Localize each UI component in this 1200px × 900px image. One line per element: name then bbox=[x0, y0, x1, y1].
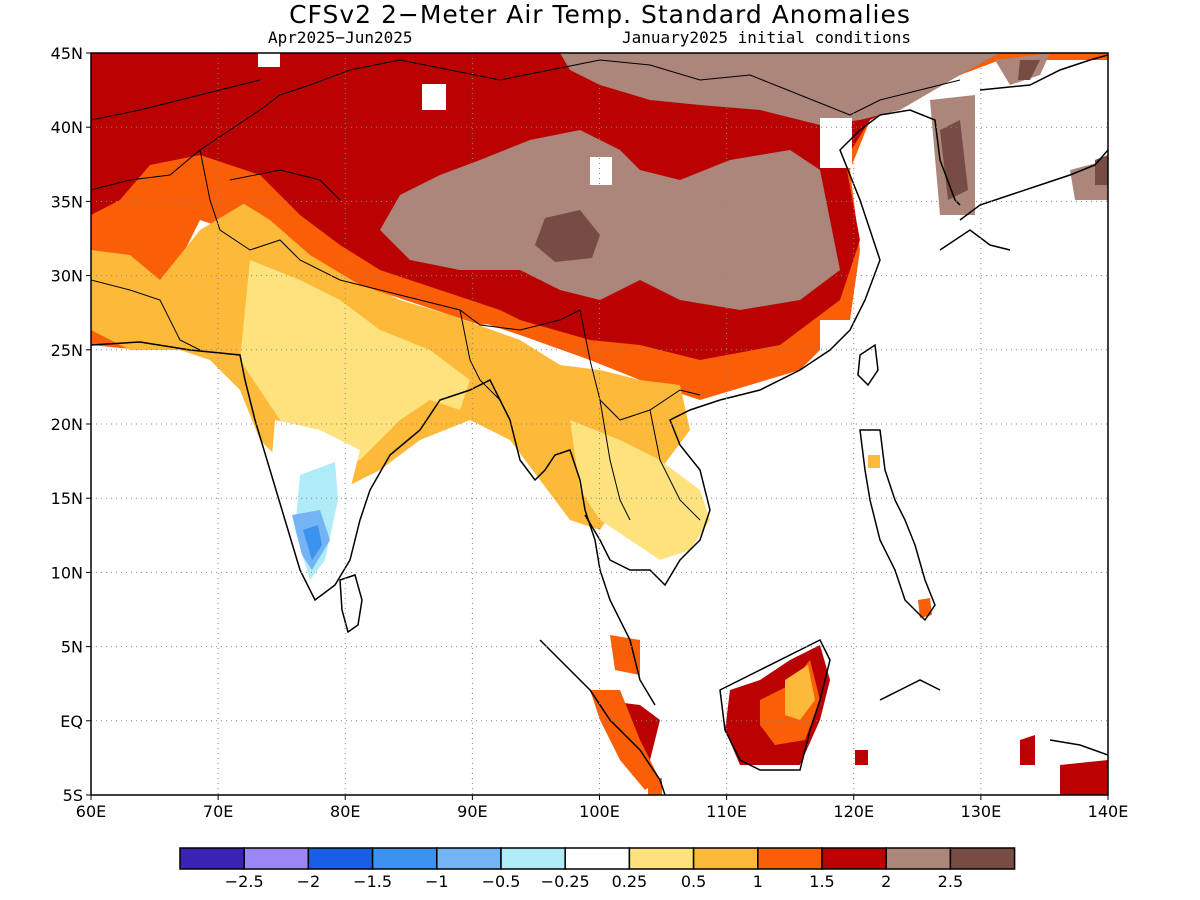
legend-swatch bbox=[243, 847, 310, 870]
legend-label: 0.25 bbox=[612, 872, 648, 891]
legend-swatch bbox=[371, 847, 438, 870]
legend-swatch bbox=[500, 847, 566, 870]
legend-swatch bbox=[949, 847, 1016, 870]
legend-label: −0.25 bbox=[541, 872, 590, 891]
lon-tick-label: 100E bbox=[579, 802, 620, 821]
lat-tick-label: EQ bbox=[60, 712, 83, 731]
lon-tick-label: 130E bbox=[961, 802, 1002, 821]
legend-swatch bbox=[692, 847, 759, 870]
legend-swatch bbox=[885, 847, 952, 870]
lat-tick-label: 5S bbox=[63, 786, 83, 805]
lon-tick-label: 140E bbox=[1088, 802, 1129, 821]
lat-tick-label: 25N bbox=[51, 341, 83, 360]
lat-axis: 45N 40N 35N 30N 25N 20N 15N 10N 5N EQ 5S bbox=[51, 44, 91, 805]
color-legend: −2.5 −2 −1.5 −1 −0.5 −0.25 0.25 0.5 1 1.5 2 2.5 bbox=[179, 847, 1016, 891]
legend-label: −1 bbox=[425, 872, 449, 891]
legend-label: 2 bbox=[881, 872, 891, 891]
legend-label: 2.5 bbox=[938, 872, 963, 891]
lat-tick-label: 10N bbox=[51, 563, 83, 582]
legend-swatch bbox=[564, 847, 631, 870]
lat-tick-label: 35N bbox=[51, 192, 83, 211]
lat-tick-label: 40N bbox=[51, 118, 83, 137]
lon-axis: 60E 70E 80E 90E 100E 110E 120E 130E 140E bbox=[76, 795, 1129, 821]
legend-label: −2 bbox=[297, 872, 321, 891]
lon-tick-label: 90E bbox=[457, 802, 487, 821]
lon-tick-label: 120E bbox=[833, 802, 874, 821]
legend-swatch bbox=[757, 847, 823, 870]
legend-label: −1.5 bbox=[353, 872, 392, 891]
lat-tick-label: 20N bbox=[51, 415, 83, 434]
forecast-period: Apr2025−Jun2025 bbox=[268, 28, 413, 47]
legend-label: 0.5 bbox=[681, 872, 706, 891]
coastlines bbox=[91, 54, 1108, 795]
legend-swatch bbox=[179, 847, 245, 870]
anomaly-shading bbox=[91, 53, 1108, 795]
borders bbox=[91, 59, 961, 521]
lon-tick-label: 60E bbox=[76, 802, 106, 821]
map-title: CFSv2 2−Meter Air Temp. Standard Anomali… bbox=[289, 0, 911, 29]
gridlines bbox=[91, 53, 1108, 795]
lon-tick-label: 80E bbox=[330, 802, 360, 821]
legend-label: −0.5 bbox=[482, 872, 521, 891]
legend-swatch bbox=[821, 847, 887, 870]
legend-label: −2.5 bbox=[225, 872, 264, 891]
lon-tick-label: 110E bbox=[706, 802, 747, 821]
legend-swatch bbox=[307, 847, 374, 870]
legend-label: 1 bbox=[753, 872, 763, 891]
lat-tick-label: 5N bbox=[61, 638, 83, 657]
legend-label: 1.5 bbox=[809, 872, 834, 891]
lon-tick-label: 70E bbox=[203, 802, 233, 821]
lat-tick-label: 15N bbox=[51, 489, 83, 508]
lat-tick-label: 45N bbox=[51, 44, 83, 63]
legend-swatch bbox=[436, 847, 502, 870]
legend-swatch bbox=[628, 847, 695, 870]
initial-conditions: January2025 initial conditions bbox=[622, 28, 911, 47]
lat-tick-label: 30N bbox=[51, 267, 83, 286]
